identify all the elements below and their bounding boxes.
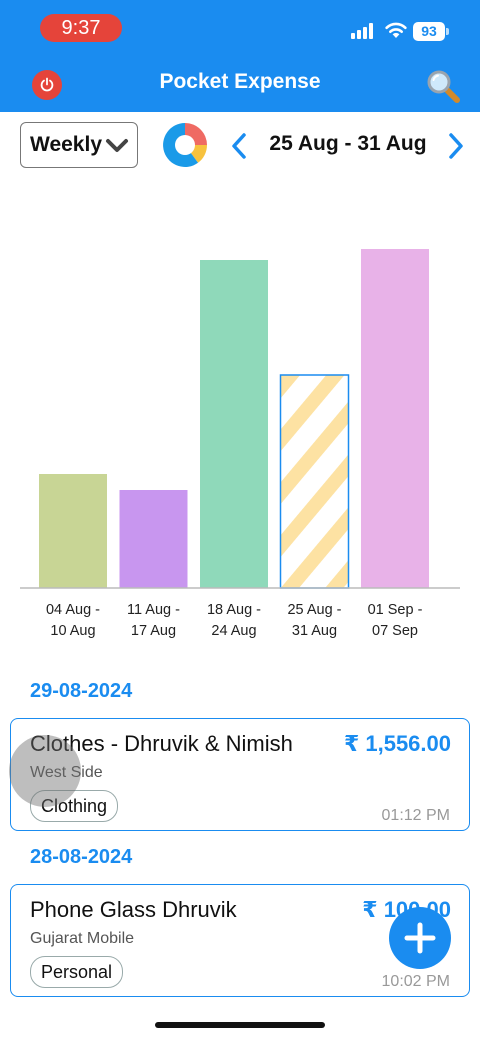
transaction-place: Gujarat Mobile bbox=[30, 930, 135, 947]
x-tick-label: 01 Sep -07 Sep bbox=[367, 602, 423, 639]
app-title: Pocket Expense bbox=[159, 70, 321, 93]
home-indicator bbox=[155, 1022, 325, 1028]
weekly-expense-chart: 04 Aug -10 Aug 11 Aug -17 Aug 18 Aug -24 A… bbox=[0, 182, 480, 652]
bar-1[interactable] bbox=[39, 474, 107, 588]
date-header: 28-08-2024 bbox=[30, 846, 133, 868]
category-tag: Clothing bbox=[30, 790, 119, 822]
battery-tip bbox=[446, 28, 449, 35]
bar-5[interactable] bbox=[361, 249, 429, 588]
status-bar: 9:37 93 bbox=[0, 0, 480, 56]
add-expense-button[interactable] bbox=[389, 907, 451, 969]
battery-icon: 93 bbox=[413, 22, 445, 41]
transaction-title: Phone Glass Dhruvik bbox=[30, 897, 237, 922]
nav-bar: Pocket Expense bbox=[0, 56, 480, 112]
bar-chart bbox=[20, 249, 460, 589]
touch-indicator bbox=[9, 735, 81, 807]
wifi-icon bbox=[385, 22, 407, 38]
x-tick-label: 04 Aug -10 Aug bbox=[45, 602, 100, 639]
power-icon[interactable] bbox=[32, 70, 62, 100]
date-header: 29-08-2024 bbox=[30, 680, 133, 702]
transaction-card[interactable]: Clothes - Dhruvik & Nimish ₹ 1,556.00 We… bbox=[10, 718, 470, 831]
cellular-signal-icon bbox=[351, 23, 375, 39]
x-tick-label: 11 Aug -17 Aug bbox=[127, 602, 180, 639]
search-icon[interactable] bbox=[424, 67, 462, 105]
transaction-time: 10:02 PM bbox=[381, 973, 450, 990]
transaction-place: West Side bbox=[30, 764, 103, 781]
x-tick-label: 18 Aug -24 Aug bbox=[206, 602, 261, 639]
bar-3[interactable] bbox=[200, 260, 268, 588]
period-dropdown-value: Weekly bbox=[30, 133, 102, 156]
date-range-label: 25 Aug - 31 Aug bbox=[269, 132, 427, 155]
pie-chart-icon[interactable] bbox=[160, 120, 210, 170]
bar-4[interactable] bbox=[279, 374, 350, 589]
chevron-left-icon[interactable] bbox=[229, 132, 249, 160]
transaction-time: 01:12 PM bbox=[381, 807, 450, 824]
plus-icon bbox=[404, 922, 436, 954]
chevron-right-icon[interactable] bbox=[446, 132, 466, 160]
transaction-amount: ₹ 1,556.00 bbox=[343, 731, 451, 756]
chart-controls: Weekly 25 Aug - 31 Aug bbox=[0, 112, 480, 182]
bar-2[interactable] bbox=[119, 490, 188, 588]
x-tick-label: 25 Aug -31 Aug bbox=[287, 602, 342, 639]
period-dropdown[interactable]: Weekly bbox=[20, 122, 138, 168]
chevron-down-icon bbox=[106, 139, 128, 152]
category-tag: Personal bbox=[30, 956, 124, 988]
status-time: 9:37 bbox=[40, 14, 122, 42]
